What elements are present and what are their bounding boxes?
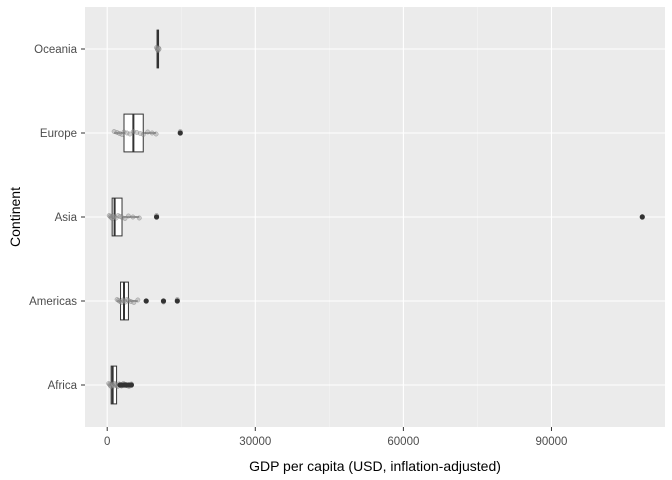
x-axis-ticks: 0 30000 60000 90000 (104, 427, 567, 448)
outlier-point (174, 298, 180, 304)
y-tick-label: Europe (40, 128, 77, 140)
data-point (119, 300, 124, 305)
data-point (127, 131, 133, 137)
data-point (153, 131, 159, 137)
outlier-point (160, 298, 167, 304)
y-tick-label: Africa (48, 380, 78, 392)
data-point (149, 130, 155, 136)
x-tick-label: 60000 (387, 436, 419, 448)
y-axis-ticks: Africa Americas Asia Europe Oceania (29, 44, 85, 392)
outlier-point (128, 382, 134, 388)
data-point (111, 129, 117, 134)
y-tick-label: Oceania (34, 44, 77, 56)
data-point (121, 129, 127, 135)
data-point (131, 300, 137, 305)
data-point (135, 297, 141, 303)
data-point (137, 131, 143, 136)
box-iqr (110, 365, 118, 405)
data-point (122, 216, 128, 221)
x-axis-title: GDP per capita (USD, inflation-adjusted) (249, 458, 501, 474)
data-point (119, 215, 125, 220)
data-point (109, 216, 115, 221)
data-point (124, 130, 130, 136)
data-point (123, 299, 128, 305)
data-point (125, 298, 131, 303)
data-point (128, 299, 134, 304)
outlier-point (639, 214, 645, 220)
outlier-point (177, 130, 183, 136)
outlier-point (153, 214, 160, 220)
data-point (117, 131, 123, 136)
points-layer (106, 45, 645, 389)
data-point (114, 130, 120, 135)
y-tick-label: Americas (29, 296, 77, 308)
data-point (145, 129, 151, 135)
x-tick-label: 90000 (535, 436, 567, 448)
data-point (156, 46, 162, 52)
data-point (140, 132, 146, 137)
y-tick-label: Asia (55, 212, 78, 224)
data-point (130, 214, 136, 220)
data-point (136, 215, 142, 221)
outlier-point (143, 298, 149, 304)
data-point (125, 213, 131, 219)
x-tick-label: 0 (104, 436, 110, 448)
boxes-layer (108, 29, 160, 405)
y-axis-title: Continent (7, 187, 23, 247)
x-tick-label: 30000 (239, 436, 271, 448)
